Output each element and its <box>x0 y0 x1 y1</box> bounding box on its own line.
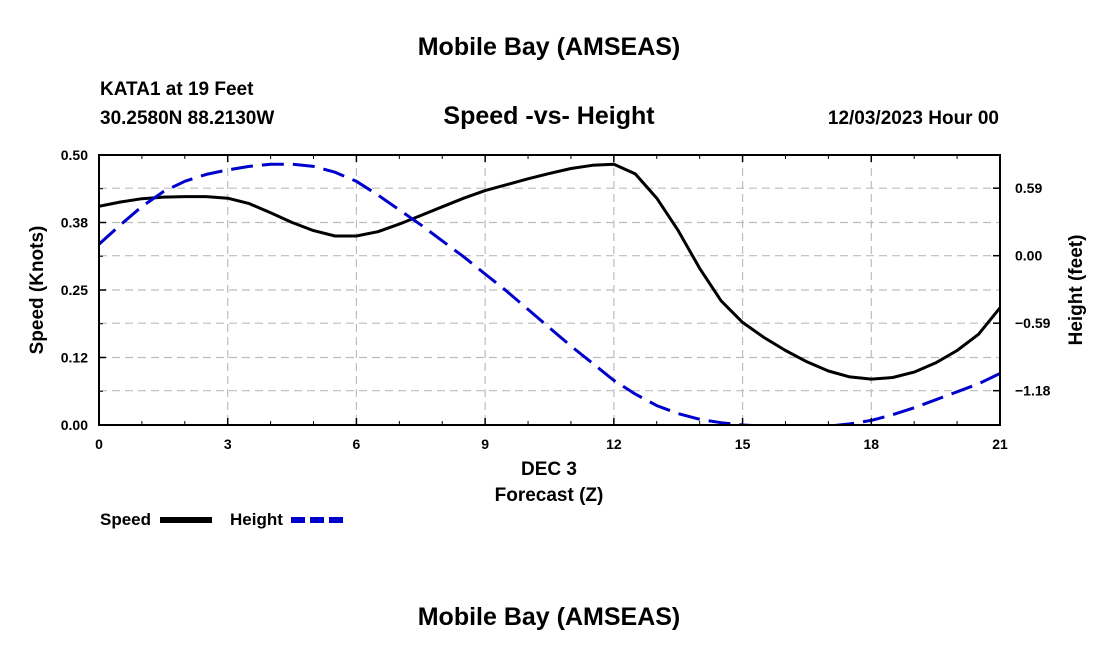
y-tick-label: 0.00 <box>61 417 88 433</box>
y2-tick-label: −0.59 <box>1015 315 1051 331</box>
series-layer <box>99 162 1000 425</box>
x-tick-label: 6 <box>353 436 361 452</box>
footer-title: Mobile Bay (AMSEAS) <box>418 603 681 631</box>
y2-tick-label: 0.00 <box>1015 248 1042 264</box>
y2-tick-label: −1.18 <box>1015 383 1051 399</box>
y-tick-label: 0.50 <box>61 147 88 163</box>
grid <box>99 155 1000 425</box>
station-coordinates: 30.2580N 88.2130W <box>100 108 274 129</box>
y-tick-label: 0.25 <box>61 282 88 298</box>
x-tick-label: 21 <box>992 436 1008 452</box>
legend: Speed Height <box>100 510 343 529</box>
forecast-datetime: 12/03/2023 Hour 00 <box>828 108 999 129</box>
x-tick-label: 12 <box>606 436 622 452</box>
legend-speed-label: Speed <box>100 510 151 529</box>
series-line-speed <box>99 162 1000 381</box>
station-label: KATA1 at 19 Feet <box>100 79 254 100</box>
legend-height-label: Height <box>230 510 283 529</box>
y-axis-title: Speed (Knots) <box>27 226 48 355</box>
x-tick-label: 15 <box>735 436 751 452</box>
y-tick-label: 0.12 <box>61 350 88 366</box>
chart-subtitle: Speed -vs- Height <box>443 102 655 130</box>
x-tick-label: 9 <box>481 436 489 452</box>
axis-ticks: 0 3 6 9 12 15 18 21 0.00 0.12 0.25 0.38 0.50 0.59 0.00… <box>61 147 1051 452</box>
series-line-height <box>99 162 1000 425</box>
x-tick-label: 18 <box>863 436 879 452</box>
y2-axis-title: Height (feet) <box>1066 235 1087 346</box>
x-tick-label: 3 <box>224 436 232 452</box>
x-axis-title: Forecast (Z) <box>495 485 604 506</box>
x-tick-label: 0 <box>95 436 103 452</box>
y-tick-label: 0.38 <box>61 215 88 231</box>
chart-title: Mobile Bay (AMSEAS) <box>418 33 681 61</box>
y2-tick-label: 0.59 <box>1015 180 1042 196</box>
x-axis-date-label: DEC 3 <box>521 459 577 480</box>
